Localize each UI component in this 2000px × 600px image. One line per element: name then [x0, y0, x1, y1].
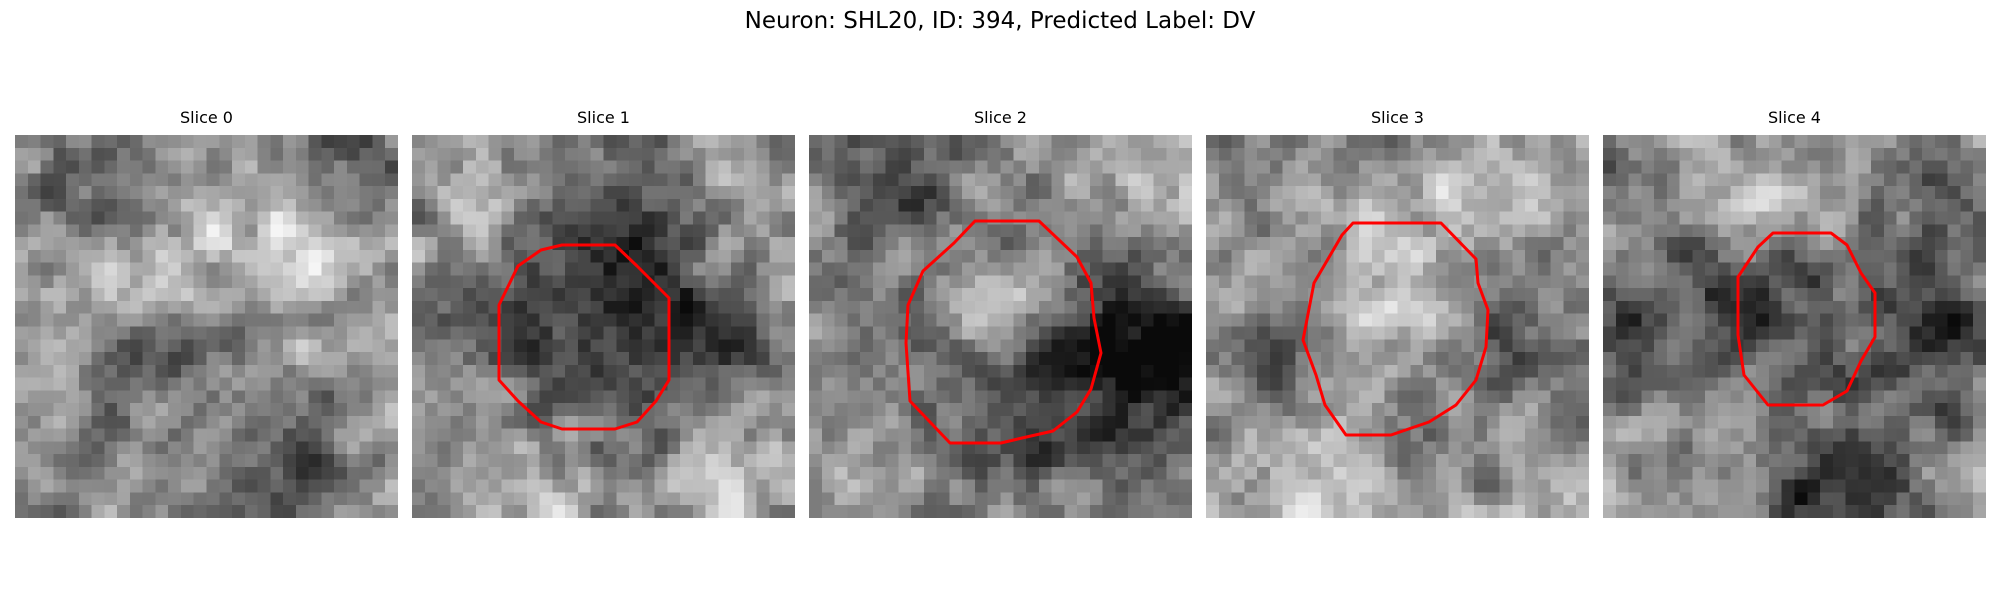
cell-contour	[1301, 221, 1490, 437]
contour-overlay	[1736, 231, 1877, 407]
contour-overlay	[1301, 221, 1490, 437]
slice-panel-3: Slice 3	[1206, 108, 1589, 518]
slice-title: Slice 4	[1768, 108, 1821, 127]
cell-contour	[497, 243, 671, 431]
contour-overlay	[497, 243, 671, 431]
grayscale-image	[1206, 135, 1589, 518]
slice-panel-0: Slice 0	[15, 108, 398, 518]
grayscale-image	[1603, 135, 1986, 518]
slice-title: Slice 2	[974, 108, 1027, 127]
contour-overlay	[904, 219, 1103, 445]
slice-title: Slice 0	[180, 108, 233, 127]
cell-contour	[1736, 231, 1877, 407]
contour-overlay	[15, 135, 398, 518]
grayscale-image	[412, 135, 795, 518]
grayscale-image	[15, 135, 398, 518]
slice-panel-2: Slice 2	[809, 108, 1192, 518]
cell-contour	[904, 219, 1103, 445]
grayscale-image	[809, 135, 1192, 518]
slice-title: Slice 1	[577, 108, 630, 127]
slice-panel-1: Slice 1	[412, 108, 795, 518]
slice-panel-4: Slice 4	[1603, 108, 1986, 518]
figure-title: Neuron: SHL20, ID: 394, Predicted Label:…	[744, 8, 1256, 34]
slice-title: Slice 3	[1371, 108, 1424, 127]
